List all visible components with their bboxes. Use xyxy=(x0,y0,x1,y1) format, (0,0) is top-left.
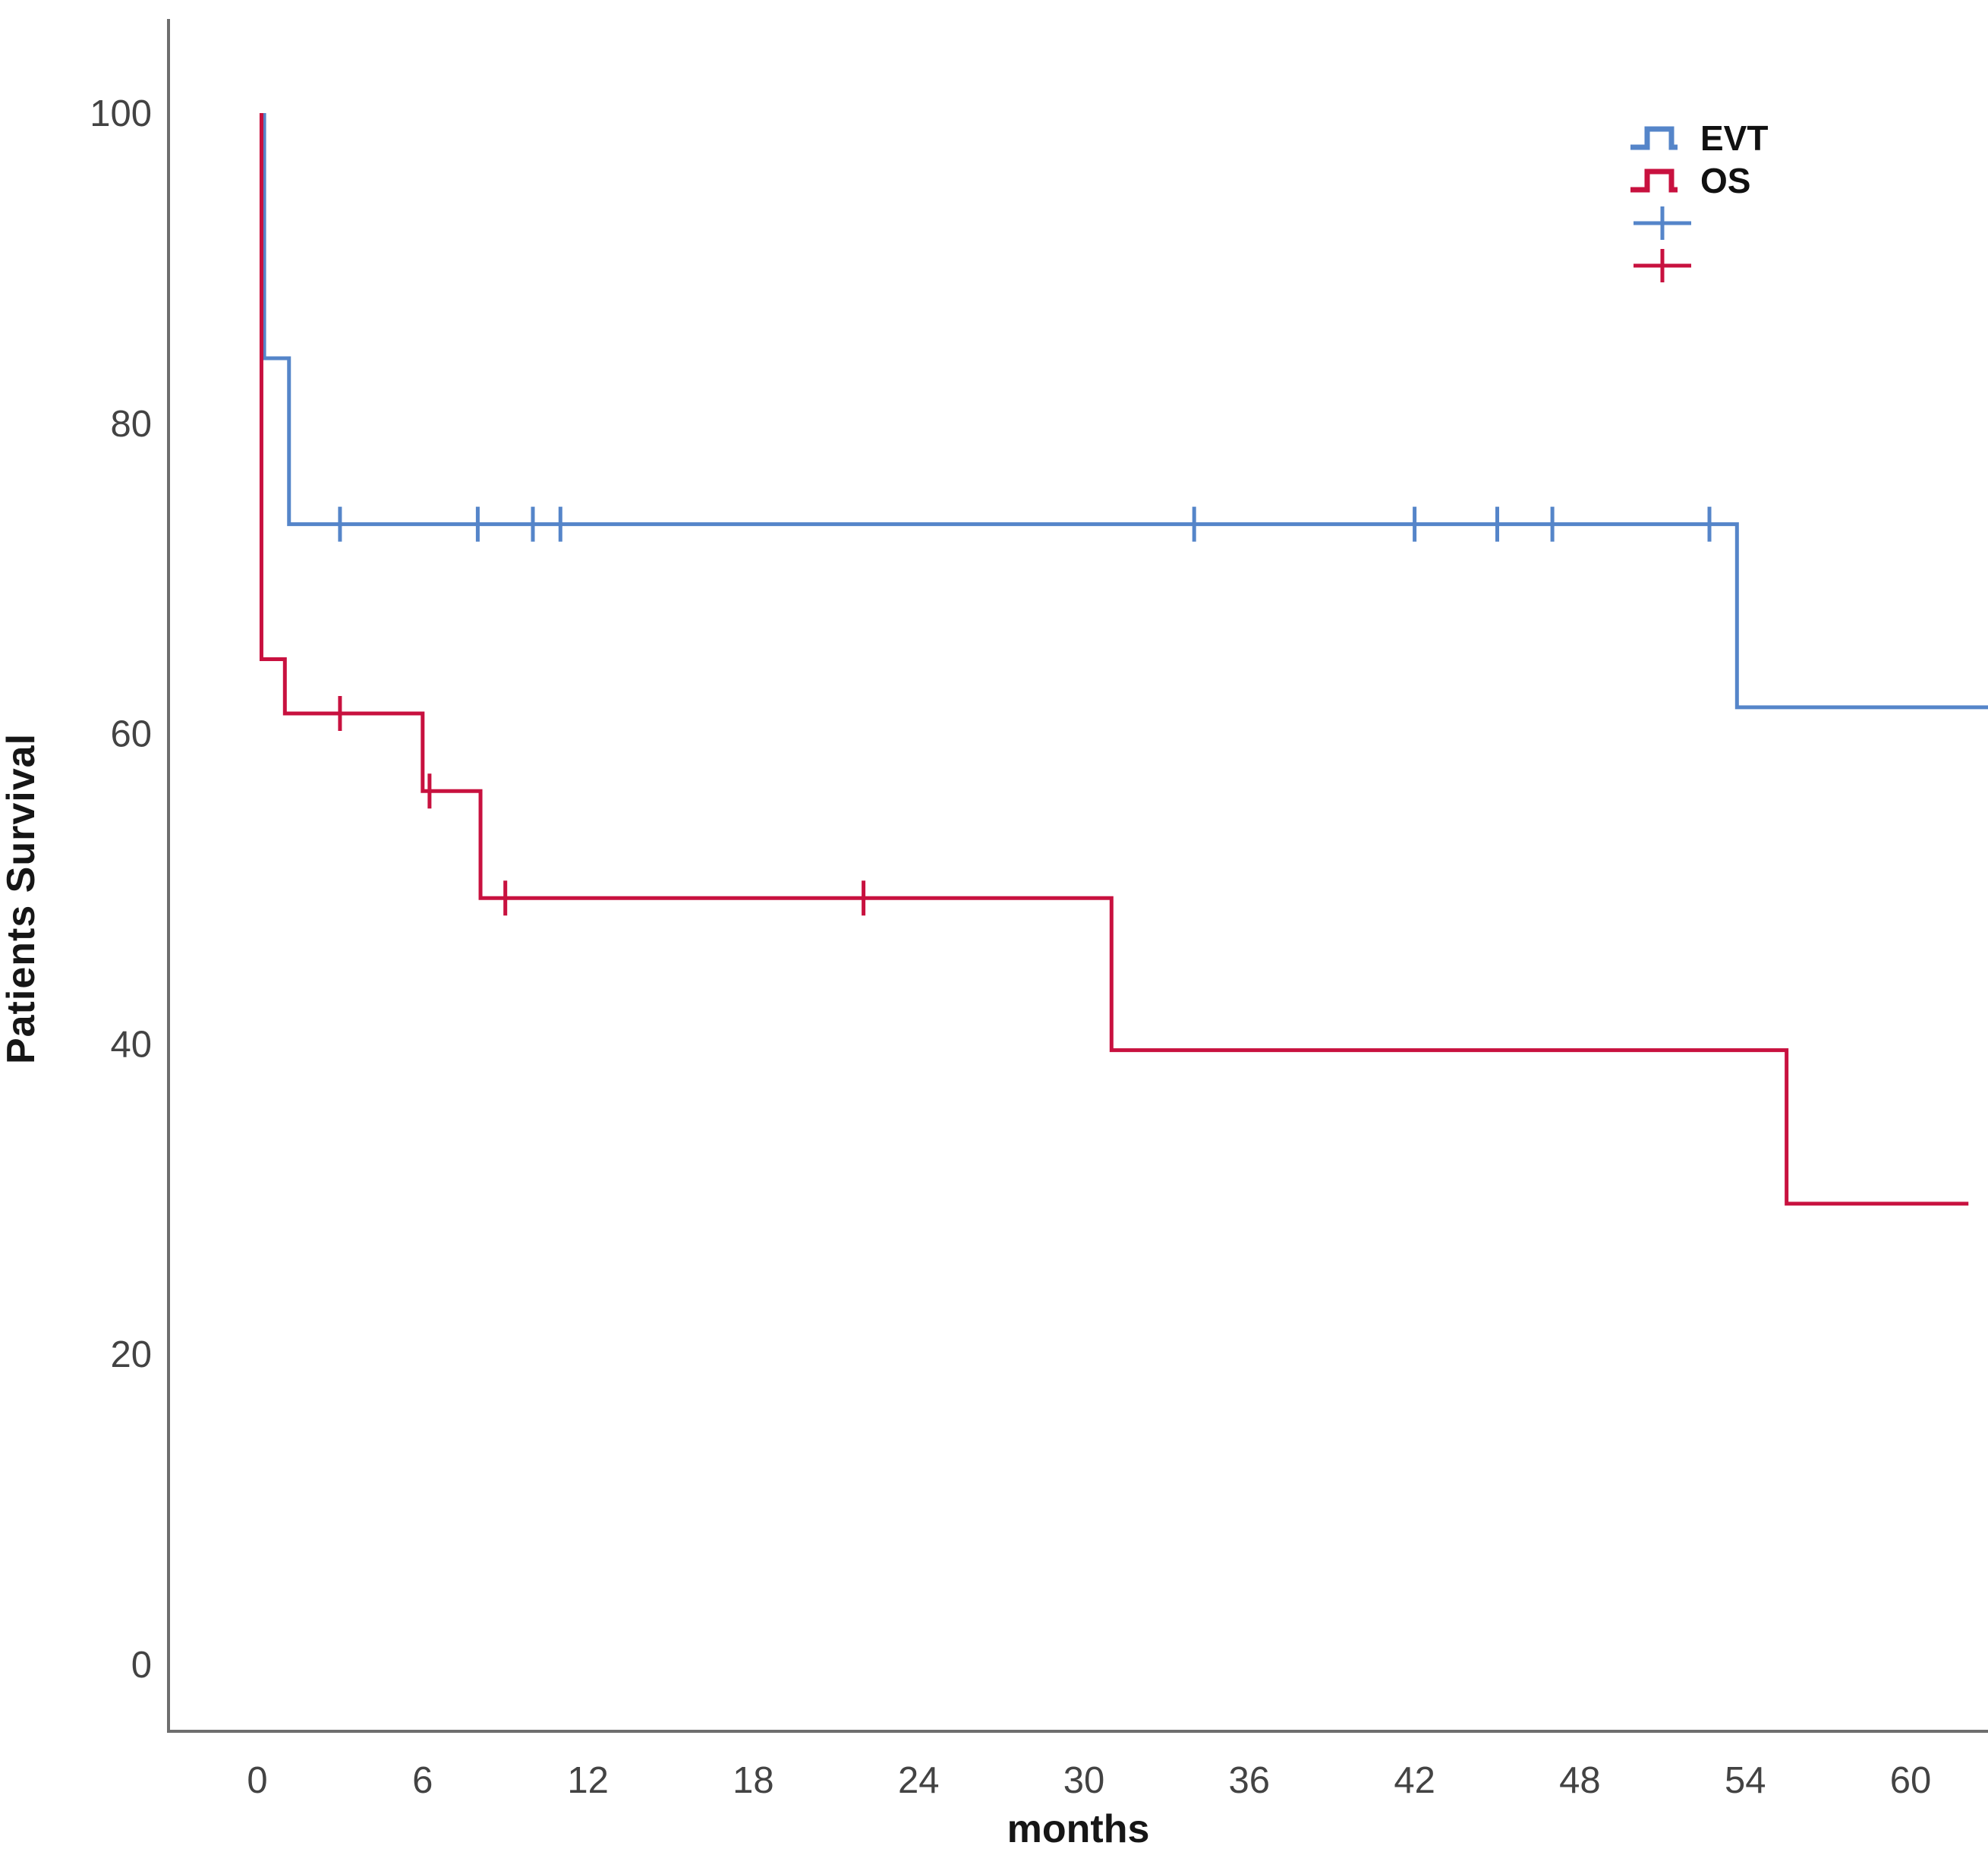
y-axis-title: Patients Survival xyxy=(0,732,43,1065)
x-tick-label: 36 xyxy=(1229,1760,1271,1801)
x-tick-label: 0 xyxy=(247,1760,267,1801)
legend-step-line-icon xyxy=(1630,126,1678,150)
y-tick-label: 100 xyxy=(90,93,152,134)
legend-item-evt: EVT xyxy=(1629,118,1768,158)
x-tick-label: 12 xyxy=(567,1760,609,1801)
legend: EVT OS xyxy=(1629,118,1768,285)
x-tick-label: 54 xyxy=(1725,1760,1766,1801)
y-tick-label: 40 xyxy=(110,1024,152,1065)
legend-item-censor-2 xyxy=(1629,203,1768,243)
y-tick-label: 80 xyxy=(110,404,152,445)
x-axis-title: months xyxy=(1007,1807,1150,1851)
y-tick-label: 20 xyxy=(110,1334,152,1375)
legend-censor-plus-icon xyxy=(1634,249,1691,282)
x-tick-label: 48 xyxy=(1559,1760,1601,1801)
legend-censor-plus-icon xyxy=(1634,206,1691,240)
x-tick-label: 30 xyxy=(1063,1760,1105,1801)
evt-curve xyxy=(262,113,1988,710)
os-curve xyxy=(259,113,1969,1206)
legend-label: OS xyxy=(1700,161,1751,200)
x-tick-label: 60 xyxy=(1890,1760,1932,1801)
legend-item-os: OS xyxy=(1629,161,1768,200)
legend-step-line-icon xyxy=(1630,168,1678,193)
x-tick-label: 18 xyxy=(733,1760,774,1801)
y-tick-label: 0 xyxy=(131,1645,152,1686)
y-tick-label: 60 xyxy=(110,714,152,755)
x-tick-label: 42 xyxy=(1394,1760,1435,1801)
x-tick-label: 6 xyxy=(412,1760,433,1801)
legend-item-censor-3 xyxy=(1629,246,1768,285)
legend-label: EVT xyxy=(1700,118,1769,158)
x-tick-label: 24 xyxy=(898,1760,940,1801)
axis-frame xyxy=(167,19,1988,1733)
